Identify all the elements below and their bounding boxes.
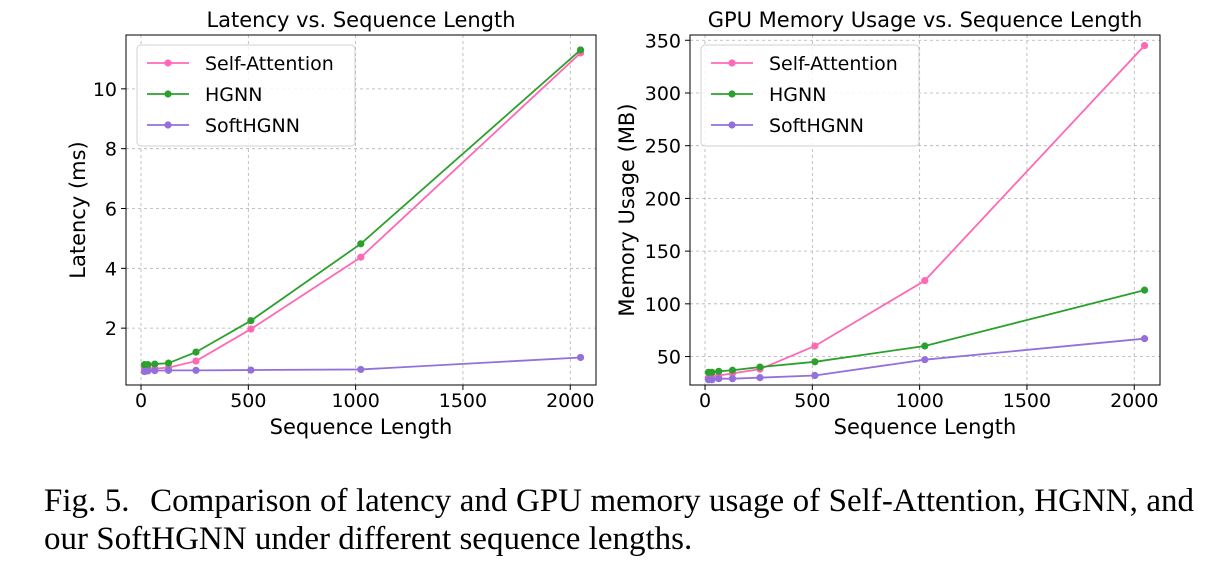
data-point-hgnn xyxy=(576,46,585,54)
data-point-self-attention xyxy=(921,277,929,285)
data-point-softhgnn xyxy=(357,365,365,374)
data-point-softhgnn xyxy=(1140,335,1149,343)
y-tick-label: 6 xyxy=(105,199,117,221)
data-point-softhgnn xyxy=(247,366,255,374)
legend-marker xyxy=(164,90,172,98)
legend-marker xyxy=(728,59,736,67)
data-point-self-attention xyxy=(811,342,819,350)
y-tick-label: 4 xyxy=(105,258,117,280)
legend-box xyxy=(700,44,920,147)
x-tick-label: 2000 xyxy=(546,390,594,412)
data-point-softhgnn xyxy=(576,353,585,362)
data-point-softhgnn xyxy=(708,376,716,384)
data-point-hgnn xyxy=(192,348,200,356)
legend-marker xyxy=(164,121,172,129)
x-tick-label: 1000 xyxy=(331,390,379,412)
data-point-softhgnn xyxy=(715,375,723,383)
data-point-self-attention xyxy=(247,325,255,333)
data-point-softhgnn xyxy=(192,366,200,374)
data-point-hgnn xyxy=(144,361,152,369)
legend-label: SoftHGNN xyxy=(769,115,864,137)
x-tick-label: 500 xyxy=(794,390,830,412)
legend-marker xyxy=(164,59,172,67)
data-point-softhgnn xyxy=(144,367,152,375)
x-tick-label: 2000 xyxy=(1110,390,1158,412)
y-tick-label: 350 xyxy=(645,30,681,52)
memory-chart: 0 500 1000 1500 2000 50 100 150 200 250 300 350 GPU … xyxy=(615,8,1161,439)
y-axis-label: Latency (ms) xyxy=(66,141,90,278)
data-point-hgnn xyxy=(708,368,716,376)
x-tick-label: 500 xyxy=(230,390,266,412)
caption-text: Comparison of latency and GPU memory usa… xyxy=(44,483,1194,557)
data-point-softhgnn xyxy=(921,356,929,364)
latency-chart: 0 500 1000 1500 2000 2 4 6 8 10 Latency vs. Sequen… xyxy=(66,8,597,439)
y-tick-label: 150 xyxy=(645,241,681,263)
data-point-softhgnn xyxy=(164,366,173,374)
x-tick-label: 1000 xyxy=(895,390,943,412)
plot-frame xyxy=(125,34,597,386)
legend-label: HGNN xyxy=(769,84,826,106)
y-tick-label: 50 xyxy=(657,347,681,369)
y-tick-label: 10 xyxy=(93,79,117,101)
data-point-hgnn xyxy=(811,358,819,366)
data-point-softhgnn xyxy=(728,375,737,383)
legend-label: HGNN xyxy=(205,84,262,106)
data-point-self-attention xyxy=(357,253,365,261)
data-point-hgnn xyxy=(357,240,365,248)
data-point-hgnn xyxy=(756,363,764,371)
data-point-hgnn xyxy=(151,360,159,368)
legend-box xyxy=(136,44,356,147)
x-tick-label: 1500 xyxy=(439,390,487,412)
data-point-softhgnn xyxy=(151,367,159,375)
figure-caption: Fig. 5. Comparison of latency and GPU me… xyxy=(44,482,1194,558)
data-point-hgnn xyxy=(921,342,929,350)
data-point-softhgnn xyxy=(756,374,764,382)
x-axis-label: Sequence Length xyxy=(834,415,1017,439)
data-point-softhgnn xyxy=(811,371,819,380)
x-tick-label: 1500 xyxy=(1003,390,1051,412)
data-point-hgnn xyxy=(715,367,723,375)
legend-marker xyxy=(728,121,736,129)
legend-label: Self-Attention xyxy=(205,53,334,75)
legend-label: Self-Attention xyxy=(769,53,898,75)
y-tick-label: 2 xyxy=(105,318,117,340)
data-point-hgnn xyxy=(164,359,173,367)
chart-title: GPU Memory Usage vs. Sequence Length xyxy=(708,8,1143,32)
y-tick-label: 8 xyxy=(105,139,117,161)
data-point-hgnn xyxy=(728,366,737,374)
data-point-self-attention xyxy=(192,357,200,365)
y-tick-label: 300 xyxy=(645,83,681,105)
plot-frame xyxy=(689,34,1161,386)
data-point-self-attention xyxy=(1140,41,1149,50)
x-axis-label: Sequence Length xyxy=(270,415,453,439)
legend-label: SoftHGNN xyxy=(205,115,300,137)
y-tick-label: 100 xyxy=(645,294,681,316)
data-point-hgnn xyxy=(247,317,255,325)
y-axis-label: Memory Usage (MB) xyxy=(615,103,639,316)
caption-label: Fig. 5. xyxy=(44,483,130,519)
data-point-hgnn xyxy=(1140,286,1149,294)
y-tick-label: 200 xyxy=(645,188,681,210)
x-tick-label: 0 xyxy=(135,390,147,412)
chart-title: Latency vs. Sequence Length xyxy=(206,8,515,32)
x-tick-label: 0 xyxy=(699,390,711,412)
legend-marker xyxy=(728,90,736,98)
y-tick-label: 250 xyxy=(645,136,681,158)
